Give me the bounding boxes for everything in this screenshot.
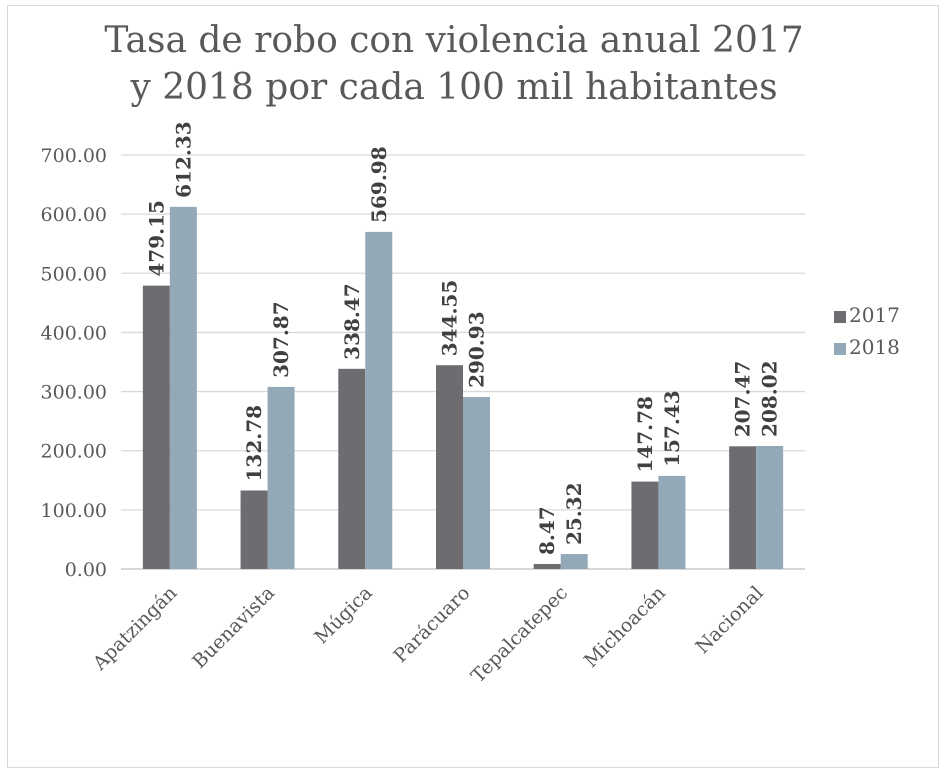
legend-label-2017: 2017 (849, 303, 900, 327)
data-label-2018: 157.43 (660, 390, 684, 467)
legend-label-2018: 2018 (849, 335, 900, 359)
data-label-2017: 132.78 (242, 405, 266, 482)
category-label: Parácuaro (389, 582, 474, 667)
y-tick-label: 300.00 (41, 382, 107, 404)
data-label-2017: 207.47 (731, 361, 755, 438)
data-label-2017: 8.47 (535, 506, 559, 555)
data-label-2018: 25.32 (562, 482, 586, 545)
data-label-2018: 290.93 (465, 311, 489, 388)
bar-2018-Múgica (365, 231, 393, 570)
data-label-2018: 569.98 (367, 146, 391, 223)
category-label: Nacional (691, 582, 767, 658)
chart-title-line-1: Tasa de robo con violencia anual 2017 (104, 20, 803, 61)
bar-2017-Múgica (338, 368, 366, 569)
y-tick-label: 600.00 (41, 204, 107, 226)
legend-swatch-2018 (834, 343, 846, 355)
data-label-2018: 307.87 (269, 301, 293, 378)
bar-2018-Nacional (756, 445, 784, 569)
chart-frame: Tasa de robo con violencia anual 2017 y 2… (7, 5, 939, 768)
y-tick-label: 700.00 (41, 145, 107, 167)
bar-2017-Parácuaro (436, 365, 463, 569)
bar-2017-Buenavista (240, 490, 268, 569)
bar-2018-Parácuaro (463, 396, 490, 569)
bar-2018-Michoacán (658, 475, 686, 569)
data-label-2017: 147.78 (633, 396, 657, 473)
category-label: Michoacán (580, 582, 670, 672)
legend-swatch-2017 (834, 311, 846, 323)
bar-2017-Nacional (729, 446, 757, 569)
y-tick-label: 400.00 (41, 322, 107, 344)
bar-chart: Tasa de robo con violencia anual 2017 y 2… (41, 20, 900, 687)
data-label-2018: 612.33 (171, 121, 195, 198)
bar-2017-Tepalcatepec (533, 563, 561, 569)
category-label: Buenavista (188, 582, 279, 673)
y-tick-label: 500.00 (41, 263, 107, 285)
y-tick-label: 200.00 (41, 441, 107, 463)
bar-2017-Michoacán (631, 481, 659, 569)
category-label: Tepalcatepec (467, 582, 572, 687)
data-label-2017: 479.15 (144, 200, 168, 277)
data-label-2018: 208.02 (758, 360, 782, 437)
bar-2018-Tepalcatepec (560, 554, 588, 569)
data-label-2017: 338.47 (340, 283, 364, 360)
category-label: Múgica (310, 582, 376, 648)
data-label-2017: 344.55 (438, 280, 462, 357)
bar-2018-Apatzingán (169, 206, 197, 570)
y-tick-label: 0.00 (65, 559, 107, 581)
bar-2017-Apatzingán (142, 285, 170, 569)
chart-title-line-2: y 2018 por cada 100 mil habitantes (129, 67, 777, 108)
category-label: Apatzingán (88, 582, 181, 675)
y-tick-label: 100.00 (41, 500, 107, 522)
bar-2018-Buenavista (267, 386, 295, 569)
